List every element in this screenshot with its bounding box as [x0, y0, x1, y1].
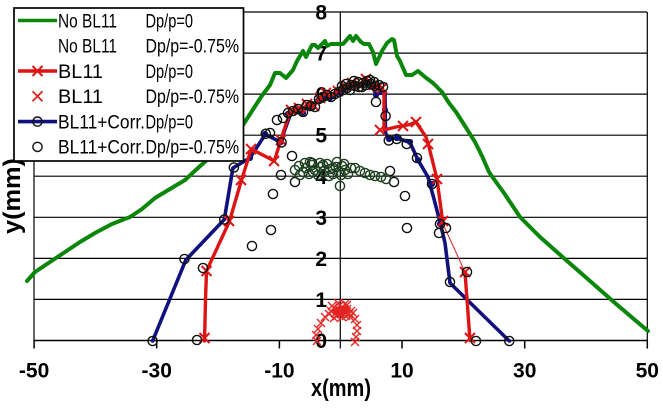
svg-text:Dp/p=0: Dp/p=0	[146, 62, 194, 83]
svg-text:y(mm): y(mm)	[0, 158, 26, 234]
svg-text:7: 7	[315, 43, 327, 66]
svg-text:10: 10	[390, 360, 413, 383]
svg-text:No BL11: No BL11	[58, 37, 117, 58]
svg-text:BL11: BL11	[58, 87, 103, 108]
svg-text:BL11+Corr.: BL11+Corr.	[58, 138, 145, 159]
svg-text:1: 1	[315, 289, 327, 312]
svg-text:BL11+Corr.: BL11+Corr.	[58, 112, 145, 133]
svg-text:Dp/p=0: Dp/p=0	[146, 112, 194, 133]
svg-text:-30: -30	[142, 360, 172, 383]
svg-text:Dp/p=-0.75%: Dp/p=-0.75%	[146, 37, 240, 58]
svg-text:-10: -10	[264, 360, 294, 383]
svg-text:0: 0	[315, 330, 327, 353]
svg-text:Dp/p=-0.75%: Dp/p=-0.75%	[146, 87, 240, 108]
svg-text:8: 8	[315, 2, 327, 25]
svg-text:Dp/p=0: Dp/p=0	[146, 11, 194, 32]
svg-text:-50: -50	[19, 360, 49, 383]
svg-text:Dp/p=-0.75%: Dp/p=-0.75%	[146, 138, 240, 159]
svg-text:No BL11: No BL11	[58, 11, 117, 32]
svg-text:3: 3	[315, 207, 327, 230]
svg-text:x(mm): x(mm)	[311, 375, 371, 402]
svg-text:30: 30	[513, 360, 536, 383]
svg-text:50: 50	[636, 360, 659, 383]
svg-text:5: 5	[315, 125, 327, 148]
svg-text:2: 2	[315, 248, 327, 271]
svg-text:BL11: BL11	[58, 62, 103, 83]
